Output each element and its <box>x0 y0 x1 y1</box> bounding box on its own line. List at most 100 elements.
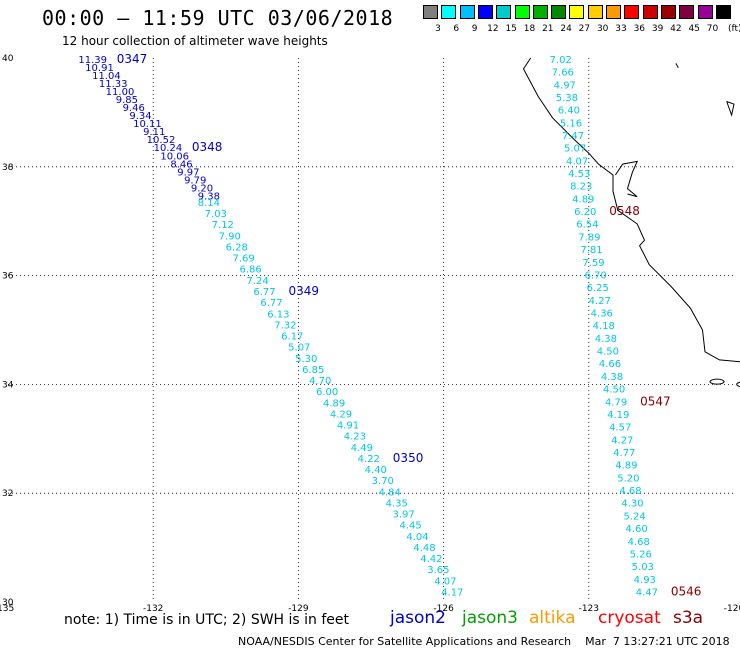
wave-height-value: 11.39 <box>78 55 107 66</box>
wave-height-value: 4.70 <box>309 376 331 387</box>
legend-swatch <box>679 5 695 19</box>
wave-height-value: 6.00 <box>316 387 338 398</box>
wave-height-value: 4.79 <box>605 397 627 408</box>
legend-label: 27 <box>578 24 591 34</box>
wave-height-value: 8.46 <box>170 159 192 170</box>
legend-label: 6 <box>453 24 460 34</box>
wave-height-value: 4.77 <box>613 448 635 459</box>
wave-height-value: 4.48 <box>413 543 435 554</box>
wave-height-value: 4.17 <box>441 588 463 599</box>
pass-time-label: 0347 <box>117 52 148 66</box>
latitude-label: 30 <box>2 598 14 608</box>
wave-height-value: 5.24 <box>623 511 645 522</box>
longitude-label: -120 <box>724 604 740 614</box>
wave-height-value: 5.38 <box>556 93 578 104</box>
legend-label: 30 <box>596 24 609 34</box>
bay-outline <box>614 160 639 198</box>
legend-swatch <box>569 5 585 19</box>
wave-height-value: 9.97 <box>177 167 199 178</box>
wave-height-value: 4.18 <box>593 321 615 332</box>
wave-height-value: 6.54 <box>576 220 598 231</box>
legend-label: 42 <box>670 24 682 34</box>
wave-height-value: 9.79 <box>184 175 206 186</box>
legend-unit: (ft) <box>728 24 740 34</box>
wave-height-value: 4.49 <box>351 443 373 454</box>
legend-label: 70 <box>706 24 719 34</box>
legend-swatch <box>423 5 438 19</box>
wave-height-value: 9.85 <box>116 95 138 106</box>
wave-height-value: 9.11 <box>143 127 165 138</box>
legend-swatch <box>441 5 457 19</box>
wave-height-value: 11.04 <box>92 71 121 82</box>
wave-height-value: 4.07 <box>566 156 588 167</box>
wave-height-value: 4.97 <box>554 80 576 91</box>
wave-height-value: 4.89 <box>323 398 345 409</box>
wave-height-value: 4.19 <box>607 410 629 421</box>
satellite-name: jason2 <box>390 608 446 628</box>
legend-label: 9 <box>471 24 478 34</box>
longitude-label: -135 <box>0 604 14 614</box>
wave-height-value: 7.12 <box>212 220 234 231</box>
lake-outline <box>675 63 679 69</box>
wave-height-value: 11.33 <box>99 79 128 90</box>
legend-label: 21 <box>542 24 554 34</box>
wave-height-value: 3.97 <box>392 510 414 521</box>
pass-time-label: 0547 <box>640 394 671 408</box>
legend-label: 36 <box>633 24 646 34</box>
wave-height-value: 9.34 <box>129 111 151 122</box>
wave-height-value: 4.04 <box>406 532 428 543</box>
wave-height-value: 4.45 <box>399 521 421 532</box>
wave-height-value: 10.52 <box>147 135 176 146</box>
legend-swatch <box>514 5 530 19</box>
map-grid <box>8 58 734 602</box>
wave-height-value: 6.25 <box>587 283 609 294</box>
legend-swatch <box>624 5 640 19</box>
legend-swatch <box>587 5 603 19</box>
footnote: note: 1) Time is in UTC; 2) SWH is in fe… <box>64 612 350 628</box>
wave-height-value: 4.35 <box>386 498 408 509</box>
wave-height-value: 4.42 <box>420 554 442 565</box>
wave-height-value: 4.36 <box>591 309 613 320</box>
legend-swatch <box>660 5 676 19</box>
wave-height-value: 5.26 <box>630 549 652 560</box>
satellite-name: jason3 <box>462 608 518 628</box>
wave-height-value: 10.11 <box>133 119 162 130</box>
legend-label: 18 <box>523 24 536 34</box>
pass-time-label: 0348 <box>192 140 223 154</box>
wave-height-value: 5.07 <box>288 343 310 354</box>
wave-height-value: 6.70 <box>584 271 606 282</box>
wave-height-value: 9.20 <box>191 183 213 194</box>
lake-outline <box>726 101 735 117</box>
wave-height-value: 7.59 <box>582 258 604 269</box>
wave-height-value: 4.91 <box>337 421 359 432</box>
legend-swatch <box>496 5 512 19</box>
wave-height-value: 3.70 <box>372 476 394 487</box>
legend-label: 3 <box>435 24 441 34</box>
wave-height-value: 4.27 <box>589 296 611 307</box>
california-coast <box>522 57 740 363</box>
wave-height-value: 8.23 <box>570 182 592 193</box>
wave-height-value: 4.38 <box>595 334 617 345</box>
wave-height-value: 10.91 <box>85 63 114 74</box>
latitude-label: 36 <box>2 272 14 282</box>
longitude-label: -132 <box>143 604 163 614</box>
wave-height-value: 4.07 <box>434 576 456 587</box>
legend-swatch <box>551 5 567 19</box>
legend-swatch <box>642 5 658 19</box>
satellite-name: altika <box>529 608 576 628</box>
wave-height-value: 5.07 <box>564 144 586 155</box>
legend-swatch <box>715 5 731 19</box>
legend-label: 12 <box>487 24 499 34</box>
wave-height-value: 4.66 <box>599 359 621 370</box>
legend-label: 39 <box>651 24 664 34</box>
wave-height-value: 7.24 <box>246 276 268 287</box>
longitude-label: -129 <box>288 604 309 614</box>
island-outline <box>736 381 740 388</box>
longitude-label: -123 <box>579 604 599 614</box>
wave-height-value: 4.68 <box>628 537 650 548</box>
wave-height-value: 4.29 <box>330 409 352 420</box>
wave-height-value: 7.66 <box>552 68 574 79</box>
wave-height-value: 7.47 <box>562 131 584 142</box>
wave-height-value: 6.40 <box>558 106 580 117</box>
